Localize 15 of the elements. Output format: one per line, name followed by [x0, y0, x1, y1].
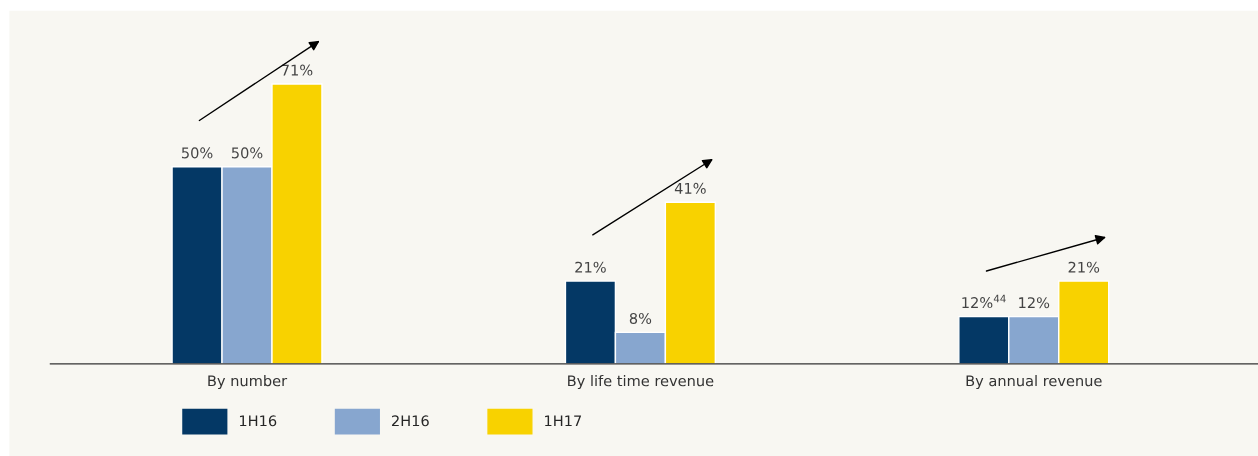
- data-label: 71%: [281, 64, 313, 76]
- legend-label: 2H16: [391, 415, 429, 427]
- data-label: 21%: [575, 261, 606, 273]
- data-label: 41%: [674, 182, 706, 194]
- data-label: 12%: [1019, 297, 1050, 309]
- legend-label: 1H16: [239, 415, 277, 427]
- data-label: 21%: [1068, 261, 1100, 273]
- data-label: 50%: [231, 147, 263, 159]
- data-label: 12%$^{44}$: [962, 294, 1006, 309]
- x-tick-label: By number: [208, 375, 288, 390]
- x-tick-label: By life time revenue: [568, 375, 714, 390]
- legend-label: 1H17: [545, 415, 582, 427]
- data-label: 8%: [629, 312, 652, 324]
- x-tick-label: By annual revenue: [966, 375, 1102, 390]
- data-label: 50%: [181, 147, 213, 159]
